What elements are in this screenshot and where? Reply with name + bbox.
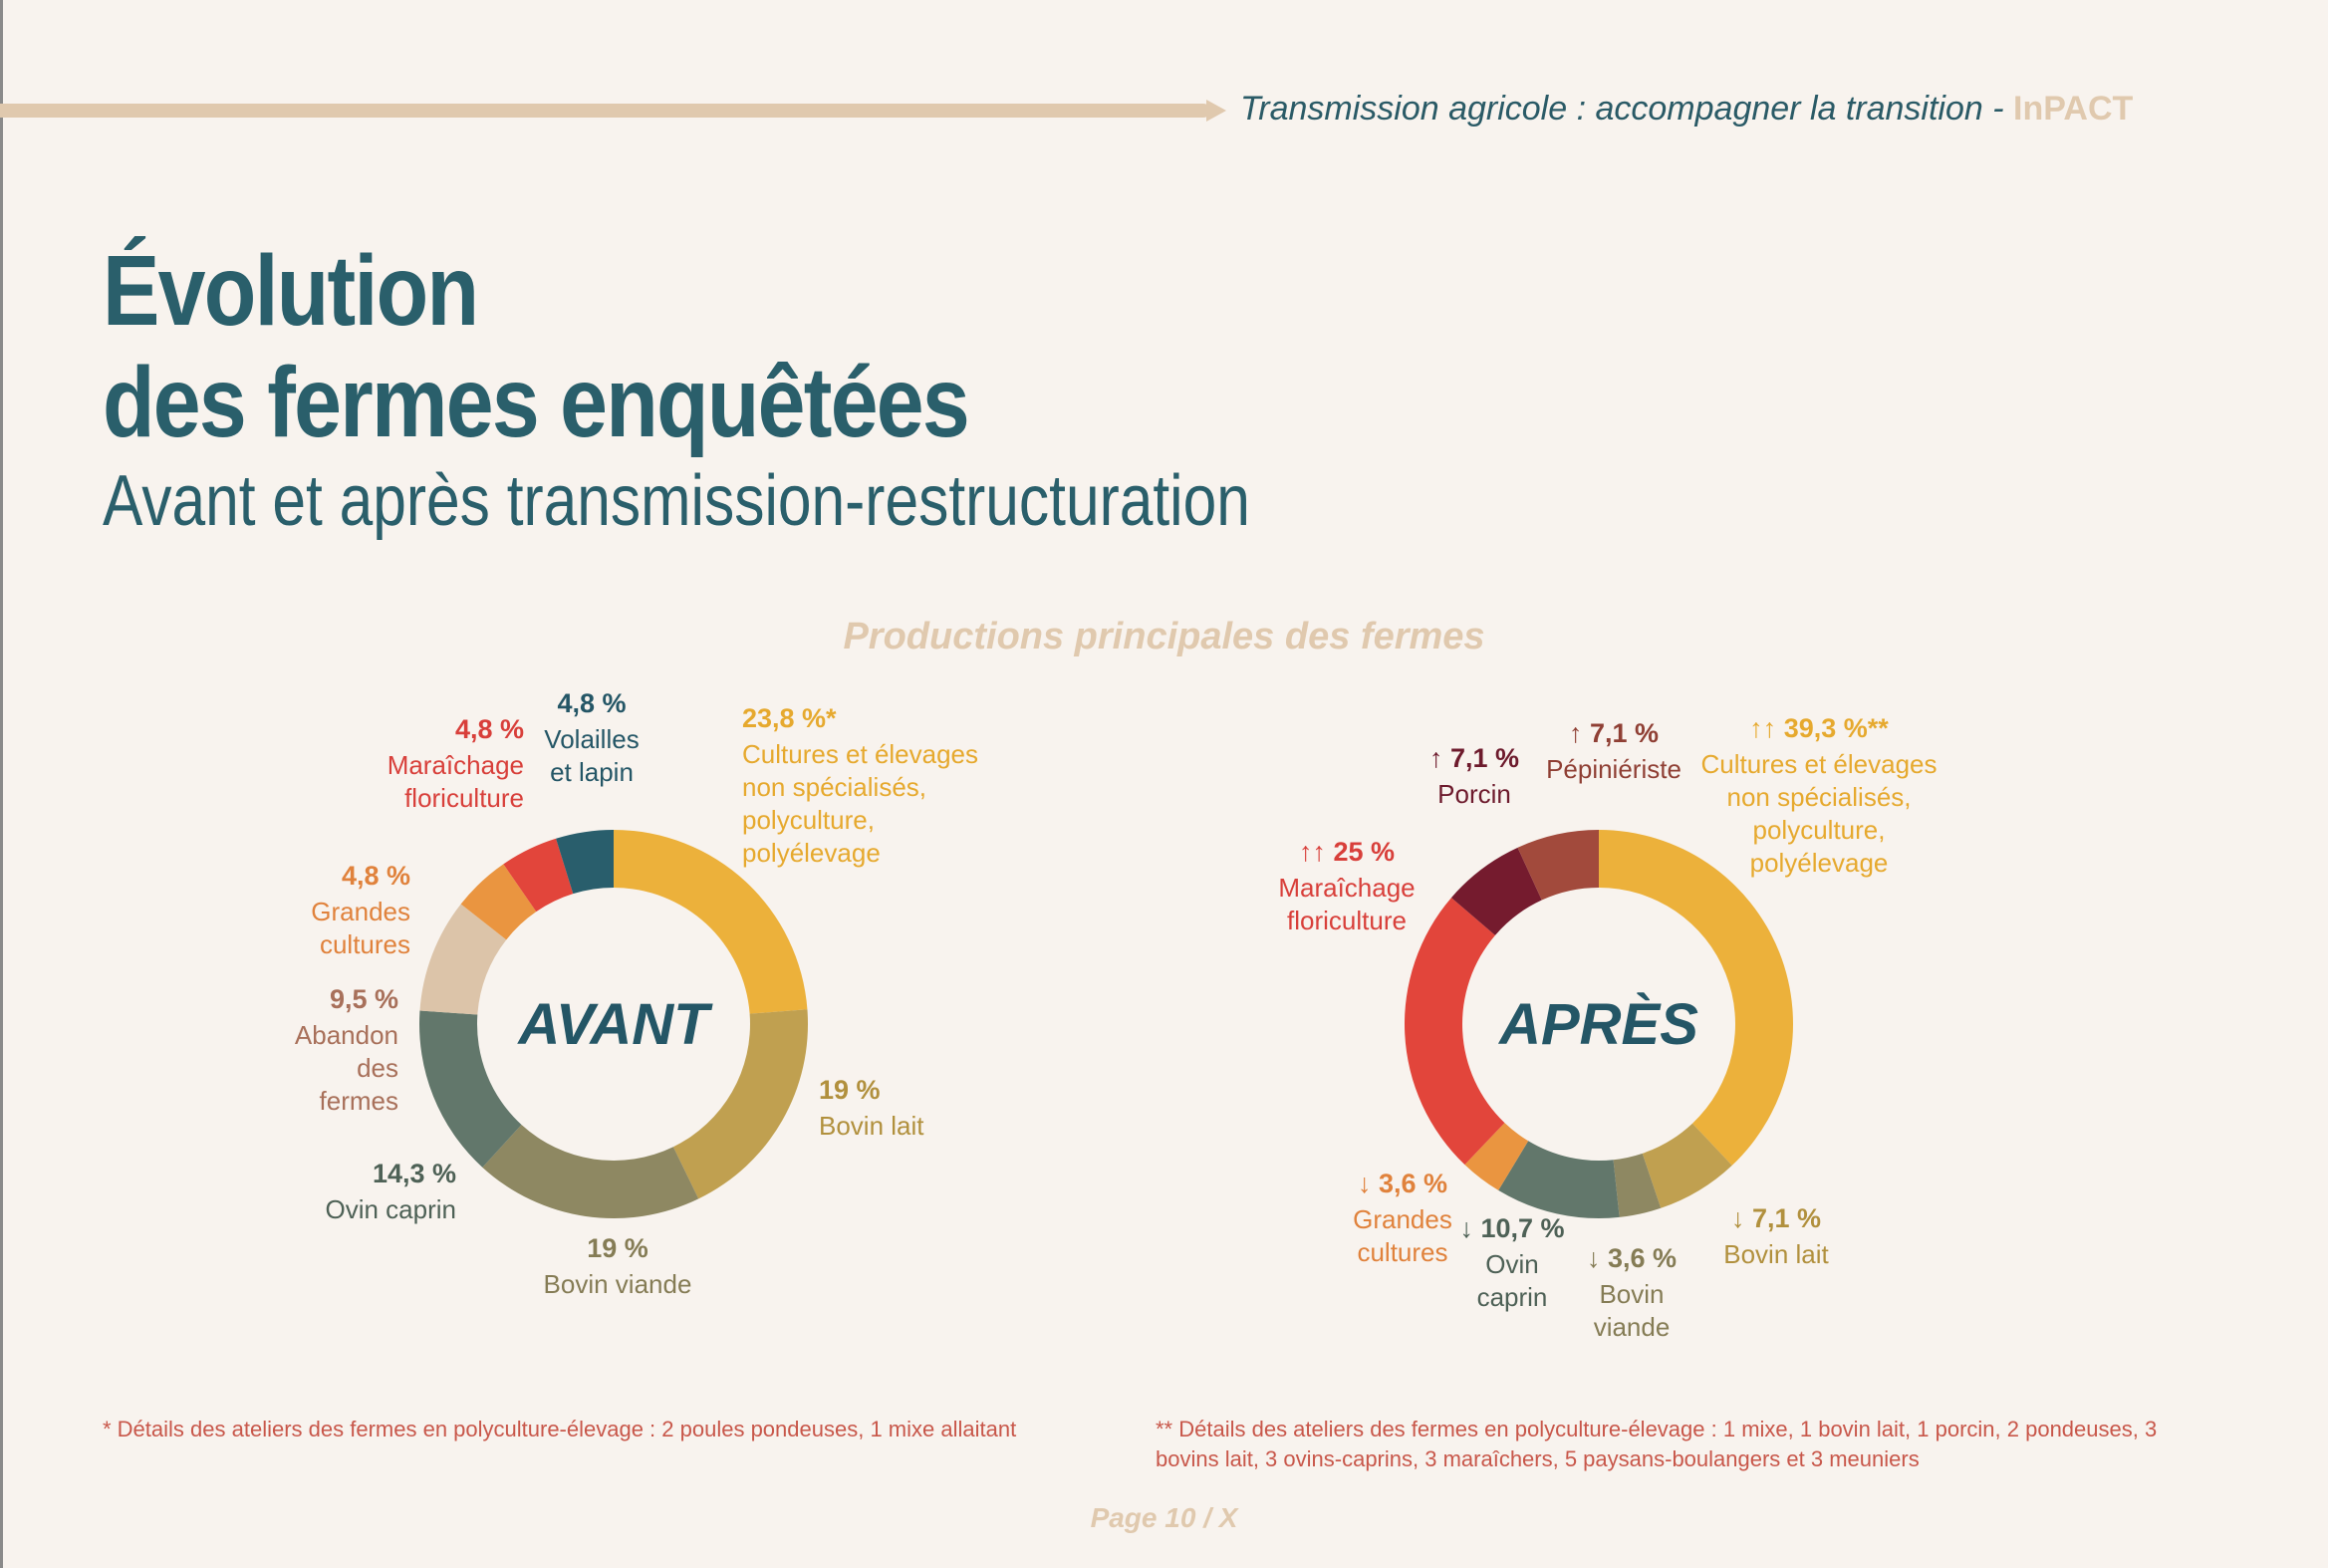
slice-avant-volailles-et-lapin <box>556 830 614 895</box>
slice-avant-bovin-lait <box>672 1009 808 1199</box>
category-label: fermes <box>320 1086 398 1116</box>
percent-label: ↓ 7,1 % <box>1731 1203 1821 1233</box>
category-label: non spécialisés, <box>1727 782 1912 812</box>
percent-label: ↑↑ 39,3 %** <box>1749 713 1889 743</box>
percent-label: ↑ 7,1 % <box>1569 718 1659 748</box>
category-label: Ovin <box>1485 1249 1538 1279</box>
category-label: floriculture <box>404 783 524 813</box>
slice-avant-maraichage-floriculture <box>503 838 574 913</box>
slice-apres-porcin <box>1450 847 1542 935</box>
category-label: Cultures et élevages <box>742 739 978 769</box>
percent-label: 19 % <box>587 1233 648 1263</box>
percent-label: ↑↑ 25 % <box>1299 837 1395 867</box>
footnote-apres: ** Détails des ateliers des fermes en po… <box>1156 1417 2158 1471</box>
category-label: polyculture, <box>742 805 875 835</box>
center-label-apres: APRÈS <box>1497 992 1698 1057</box>
page-edge <box>0 0 3 1568</box>
label-avant-bovin-viande: 19 % Bovin viande <box>544 1233 692 1299</box>
slice-apres-bovin-viande <box>1613 1153 1662 1217</box>
category-label: Cultures et élevages <box>1700 749 1937 779</box>
percent-label: ↓ 3,6 % <box>1358 1169 1447 1198</box>
header-text: Transmission agricole : accompagner la t… <box>1240 90 2133 129</box>
center-label-avant: AVANT <box>516 992 713 1057</box>
slice-avant-bovin-viande <box>482 1125 699 1219</box>
category-label: floriculture <box>1287 906 1407 935</box>
percent-label: 14,3 % <box>373 1159 456 1188</box>
title-line-2: des fermes enquêtées <box>103 347 970 458</box>
slice-apres-maraichage-floriculture <box>1405 898 1505 1166</box>
title-line-1: Évolution <box>103 235 479 347</box>
percent-label: 9,5 % <box>330 984 398 1014</box>
category-label: Maraîchage <box>388 750 524 780</box>
category-label: caprin <box>1477 1282 1548 1312</box>
category-label: Maraîchage <box>1278 873 1415 903</box>
category-label: cultures <box>320 929 410 959</box>
category-label: Ovin caprin <box>326 1194 457 1224</box>
category-label: des <box>357 1053 398 1083</box>
label-apres-porcin: ↑ 7,1 % Porcin <box>1429 743 1519 809</box>
footnote-avant: * Détails des ateliers des fermes en pol… <box>103 1417 1017 1441</box>
category-label: viande <box>1594 1312 1671 1342</box>
slice-avant-ovin-caprin <box>419 1010 522 1168</box>
category-label: polyculture, <box>1753 815 1886 845</box>
percent-label: 4,8 % <box>557 688 626 718</box>
slice-avant-cultures-et-elevages-non-specialises-polyculture-polyelevage <box>614 830 808 1014</box>
category-label: Abandon <box>295 1020 398 1050</box>
percent-label: 19 % <box>819 1075 881 1105</box>
category-label: et lapin <box>550 757 634 787</box>
category-label: Grandes <box>1353 1204 1452 1234</box>
label-apres-pepinieriste: ↑ 7,1 % Pépiniériste <box>1546 718 1681 784</box>
category-label: Bovin lait <box>819 1111 924 1141</box>
label-apres-maraichage-floriculture: ↑↑ 25 % Maraîchage floriculture <box>1278 837 1415 935</box>
slice-apres-ovin-caprin <box>1498 1141 1620 1218</box>
category-label: Porcin <box>1437 779 1511 809</box>
label-avant-ovin-caprin: 14,3 % Ovin caprin <box>326 1159 457 1224</box>
chart-title: Productions principales des fermes <box>843 616 1485 657</box>
percent-label: ↓ 3,6 % <box>1587 1243 1677 1273</box>
category-label: Bovin lait <box>1723 1239 1829 1269</box>
page-title: Évolution des fermes enquêtées <box>103 235 970 458</box>
category-label: Bovin <box>1599 1279 1664 1309</box>
label-avant-grandes-cultures: 4,8 % Grandes cultures <box>311 861 410 959</box>
slice-avant-abandon-des-fermes <box>419 904 507 1015</box>
category-label: Grandes <box>311 897 410 926</box>
slice-apres-pepinieriste <box>1517 830 1599 901</box>
header-rule <box>0 100 1226 122</box>
percent-label: ↓ 10,7 % <box>1459 1213 1564 1243</box>
category-label: polyélevage <box>742 838 881 868</box>
page-subtitle: Avant et après transmission-restructurat… <box>103 461 1250 541</box>
slice-avant-grandes-cultures <box>460 864 537 940</box>
percent-label: 4,8 % <box>342 861 410 891</box>
category-label: Pépiniériste <box>1546 754 1681 784</box>
slice-apres-cultures-et-elevages-non-specialises-polyculture-polyelevage <box>1599 830 1793 1166</box>
slice-apres-bovin-lait <box>1642 1123 1732 1208</box>
category-label: Volailles <box>544 724 639 754</box>
percent-label: 4,8 % <box>455 714 524 744</box>
category-label: cultures <box>1357 1237 1447 1267</box>
label-avant-bovin-lait: 19 % Bovin lait <box>819 1075 924 1141</box>
category-label: polyélevage <box>1750 848 1889 878</box>
percent-label: 23,8 %* <box>742 703 837 733</box>
percent-label: ↑ 7,1 % <box>1429 743 1519 773</box>
category-label: Bovin viande <box>544 1269 692 1299</box>
category-label: non spécialisés, <box>742 772 926 802</box>
header-title: Transmission agricole : accompagner la t… <box>1240 90 2014 128</box>
label-apres-bovin-lait: ↓ 7,1 % Bovin lait <box>1723 1203 1829 1269</box>
slice-apres-grandes-cultures <box>1464 1123 1529 1190</box>
header-brand: InPACT <box>2013 90 2134 128</box>
page-number: Page 10 / X <box>1090 1502 1238 1533</box>
